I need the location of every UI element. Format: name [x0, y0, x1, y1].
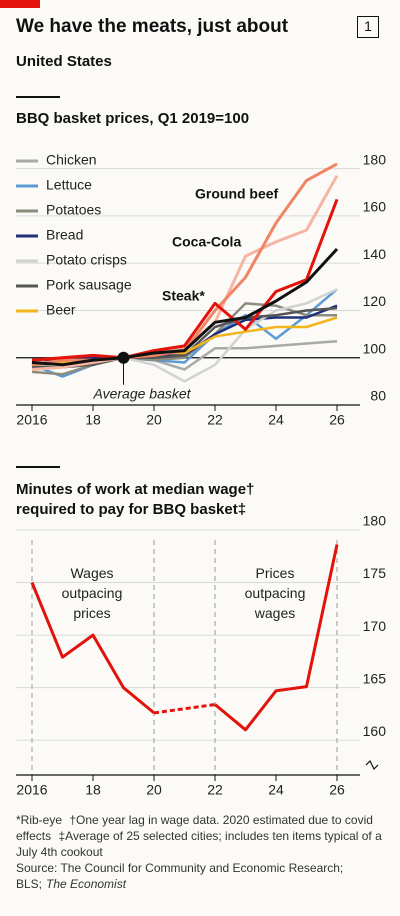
gap-bridge [153, 703, 216, 715]
y-tick-label: 170 [363, 618, 387, 634]
rule [16, 466, 60, 468]
x-tick-label: 26 [329, 412, 345, 428]
y-tick-label: 165 [363, 670, 387, 686]
series-label: Ground beef [195, 186, 279, 202]
source: Source: The Council for Community and Ec… [16, 861, 344, 891]
line-series [31, 247, 339, 367]
x-tick-label: 18 [85, 782, 101, 798]
footnote: †One year lag in wage data. 2020 estimat… [16, 813, 373, 843]
line-series [31, 198, 339, 362]
y-tick-label: 160 [363, 723, 387, 739]
x-tick-label: 24 [268, 412, 284, 428]
y-tick-label: 180 [363, 151, 387, 167]
x-tick-label: 2016 [16, 412, 47, 428]
series-label: Average basket [93, 385, 192, 401]
x-tick-label: 22 [207, 782, 223, 798]
annotation: Prices outpacing wages [244, 565, 306, 621]
y-tick-label: 100 [363, 340, 387, 356]
series-label: Coca-Cola [172, 234, 241, 250]
badge: 1 [357, 16, 379, 38]
line-series [32, 306, 338, 369]
x-tick-label: 20 [146, 412, 162, 428]
series-label: Steak* [162, 288, 205, 304]
footnote: *Rib-eye [16, 813, 63, 827]
x-tick-label: 18 [85, 412, 101, 428]
x-tick-label: 24 [268, 782, 284, 798]
source: The Economist [46, 877, 127, 891]
y-tick-label: 140 [363, 246, 387, 262]
x-tick-label: 20 [146, 782, 162, 798]
legend-label: Lettuce [46, 177, 92, 193]
footnote: ‡Average of 25 selected cities; includes… [16, 829, 382, 859]
chart-title: Minutes of work at median wage† required… [16, 481, 255, 518]
legend-label: Bread [46, 227, 83, 243]
line-series [30, 544, 339, 732]
legend-label: Pork sausage [46, 277, 132, 293]
y-tick-label: 160 [363, 199, 387, 215]
red-tag [0, 0, 40, 8]
y-tick-label: 120 [363, 293, 387, 309]
y-tick-label: 180 [363, 513, 387, 529]
y-tick-label: 175 [363, 565, 387, 581]
x-tick-label: 22 [207, 412, 223, 428]
title: We have the meats, just about [16, 16, 289, 37]
x-tick-label: 26 [329, 782, 345, 798]
footnotes: *Rib-eye †One year lag in wage data. 202… [16, 812, 390, 892]
legend-label: Potatoes [46, 202, 101, 218]
legend-label: Potato crisps [46, 252, 127, 268]
marker [117, 351, 130, 364]
annotation: Wages outpacing prices [61, 565, 123, 621]
rule [16, 96, 60, 98]
legend-label: Beer [46, 302, 76, 318]
y-tick-label: 80 [370, 388, 386, 404]
chart-title: BBQ basket prices, Q1 2019=100 [16, 110, 250, 127]
subtitle: United States [16, 53, 112, 70]
legend-label: Chicken [46, 152, 97, 168]
axis-break [365, 759, 379, 771]
x-tick-label: 2016 [16, 782, 47, 798]
